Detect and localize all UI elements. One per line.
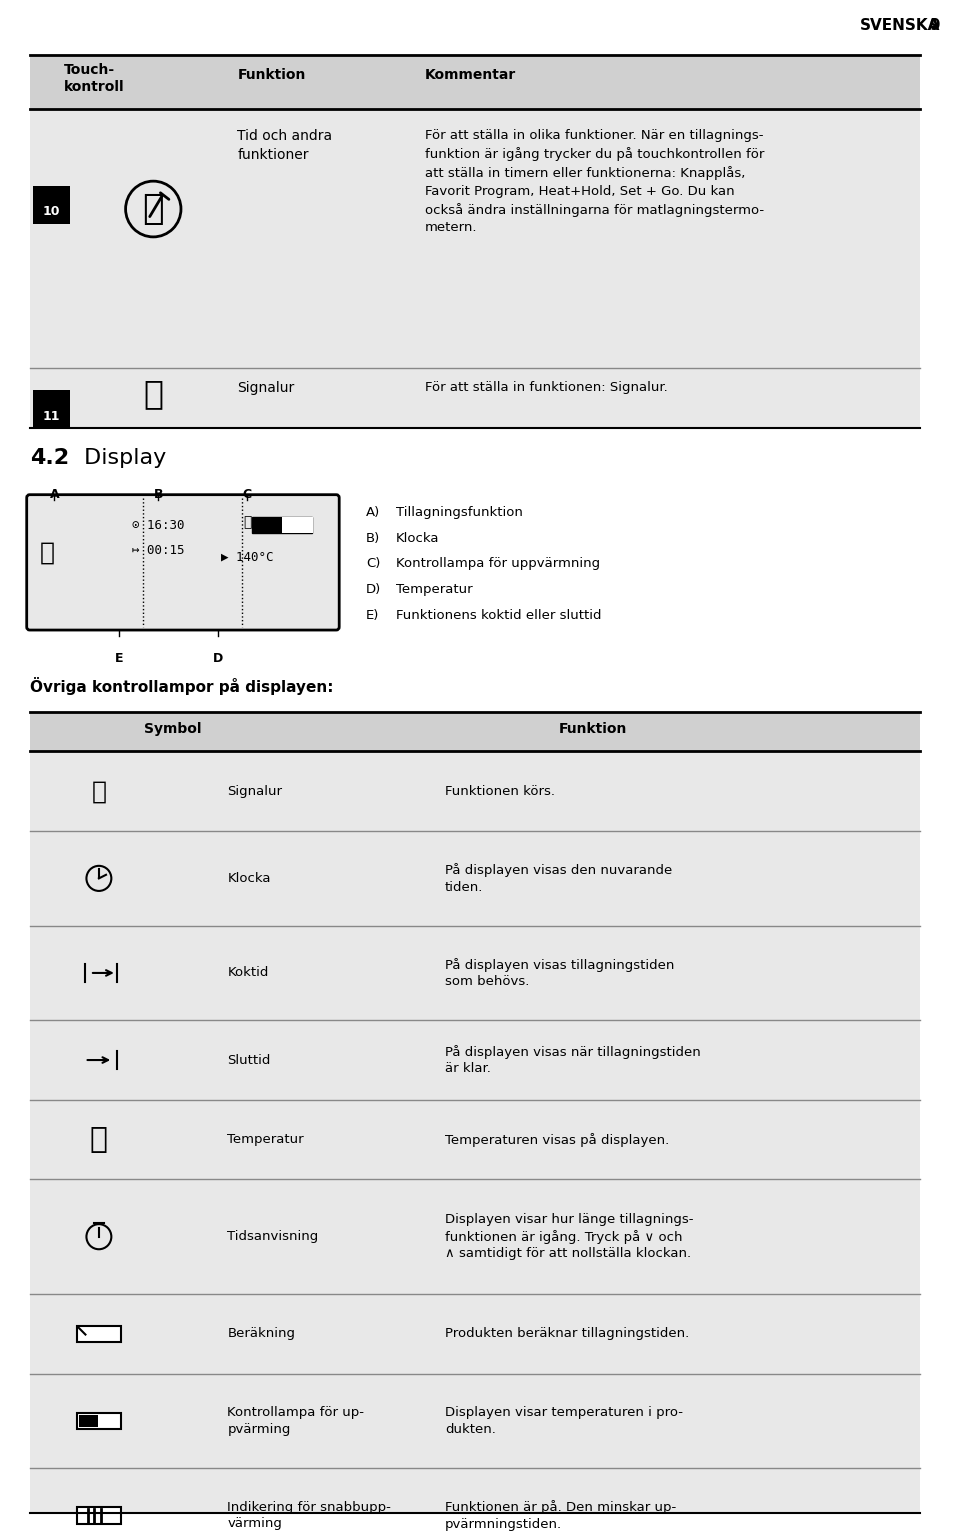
Text: 🔔: 🔔 (91, 779, 107, 803)
Text: Kontrollampa för uppvärmning: Kontrollampa för uppvärmning (396, 558, 600, 570)
FancyBboxPatch shape (77, 1507, 121, 1524)
Text: Produkten beräknar tillagningstiden.: Produkten beräknar tillagningstiden. (445, 1328, 689, 1340)
Text: Funktionen är på. Den minskar up-
pvärmningstiden.: Funktionen är på. Den minskar up- pvärmn… (445, 1501, 676, 1530)
Text: B): B) (366, 532, 380, 544)
Text: Temperatur: Temperatur (396, 583, 472, 596)
Text: D): D) (366, 583, 381, 596)
Text: 9: 9 (929, 18, 940, 32)
FancyBboxPatch shape (252, 517, 311, 532)
FancyBboxPatch shape (30, 711, 920, 1513)
Text: Temperatur: Temperatur (228, 1133, 304, 1147)
Text: 🔔: 🔔 (143, 377, 163, 409)
Text: Funktion: Funktion (559, 722, 628, 736)
Text: E): E) (366, 609, 379, 622)
Text: 10: 10 (42, 205, 60, 218)
Text: Kontrollampa för up-
pvärming: Kontrollampa för up- pvärming (228, 1406, 365, 1435)
Text: E: E (114, 652, 123, 665)
Text: På displayen visas tillagningstiden
som behövs.: På displayen visas tillagningstiden som … (445, 958, 674, 989)
Text: Symbol: Symbol (144, 722, 202, 736)
FancyBboxPatch shape (77, 1413, 121, 1429)
Text: Signalur: Signalur (228, 785, 282, 797)
Text: 11: 11 (42, 411, 60, 423)
Text: Touch-
kontroll: Touch- kontroll (64, 63, 125, 94)
Text: 4.2: 4.2 (30, 448, 69, 468)
Text: Sluttid: Sluttid (228, 1053, 271, 1067)
FancyBboxPatch shape (77, 1326, 121, 1341)
Text: ⊙ 16:30: ⊙ 16:30 (132, 520, 184, 532)
FancyBboxPatch shape (30, 55, 920, 109)
Text: C: C (243, 487, 252, 501)
Text: För att ställa in funktionen: Signalur.: För att ställa in funktionen: Signalur. (425, 382, 668, 394)
FancyBboxPatch shape (27, 495, 339, 630)
Text: Display: Display (77, 448, 166, 468)
Text: På displayen visas när tillagningstiden
är klar.: På displayen visas när tillagningstiden … (445, 1046, 701, 1075)
Text: B: B (154, 487, 163, 501)
FancyBboxPatch shape (33, 391, 70, 428)
Text: Funktion: Funktion (237, 67, 305, 81)
Text: Kommentar: Kommentar (425, 67, 516, 81)
Text: Funktionens koktid eller sluttid: Funktionens koktid eller sluttid (396, 609, 601, 622)
Text: Klocka: Klocka (396, 532, 439, 544)
Text: Indikering för snabbupp-
värming: Indikering för snabbupp- värming (228, 1501, 392, 1530)
Text: Temperaturen visas på displayen.: Temperaturen visas på displayen. (445, 1133, 669, 1147)
Text: Signalur: Signalur (237, 382, 295, 396)
FancyBboxPatch shape (33, 185, 70, 224)
Text: 🌡: 🌡 (243, 515, 252, 529)
FancyBboxPatch shape (79, 1415, 98, 1427)
Text: Beräkning: Beräkning (228, 1328, 296, 1340)
FancyBboxPatch shape (30, 711, 920, 751)
Text: ▶ 140°C: ▶ 140°C (221, 550, 274, 564)
Text: Tillagningsfunktion: Tillagningsfunktion (396, 506, 522, 518)
Text: 🍳: 🍳 (40, 541, 55, 564)
Text: SVENSKA: SVENSKA (860, 18, 941, 32)
Text: På displayen visas den nuvarande
tiden.: På displayen visas den nuvarande tiden. (445, 863, 672, 894)
Text: Klocka: Klocka (228, 872, 271, 885)
FancyBboxPatch shape (30, 55, 920, 428)
Text: ⏱: ⏱ (142, 192, 164, 225)
Text: Tidsanvisning: Tidsanvisning (228, 1229, 319, 1243)
Text: C): C) (366, 558, 380, 570)
Text: Displayen visar temperaturen i pro-
dukten.: Displayen visar temperaturen i pro- dukt… (445, 1406, 683, 1435)
Text: A: A (50, 487, 60, 501)
Text: 🌡: 🌡 (90, 1125, 108, 1154)
FancyBboxPatch shape (282, 517, 314, 532)
Text: Tid och andra
funktioner: Tid och andra funktioner (237, 129, 332, 162)
Text: ↦ 00:15: ↦ 00:15 (132, 544, 184, 556)
Text: Funktionen körs.: Funktionen körs. (445, 785, 555, 797)
Text: Övriga kontrollampor på displayen:: Övriga kontrollampor på displayen: (30, 678, 333, 694)
Text: D: D (212, 652, 223, 665)
Text: Displayen visar hur länge tillagnings-
funktionen är igång. Tryck på ∨ och
∧ sam: Displayen visar hur länge tillagnings- f… (445, 1213, 693, 1260)
Text: Koktid: Koktid (228, 966, 269, 980)
Text: A): A) (366, 506, 380, 518)
Text: För att ställa in olika funktioner. När en tillagnings-
funktion är igång trycke: För att ställa in olika funktioner. När … (425, 129, 764, 235)
